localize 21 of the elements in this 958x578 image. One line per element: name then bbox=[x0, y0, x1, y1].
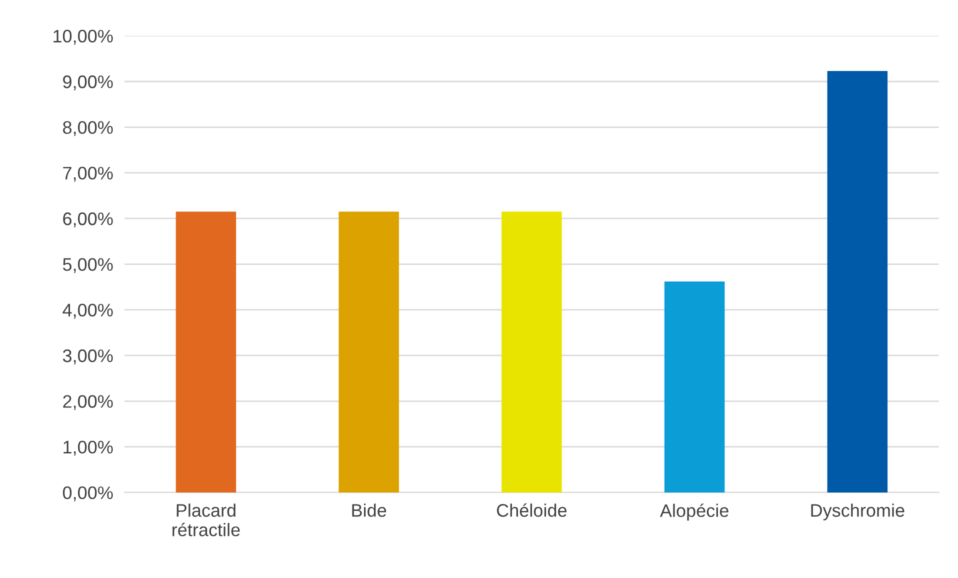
y-tick-label: 9,00% bbox=[63, 75, 113, 90]
y-tick-label: 6,00% bbox=[63, 212, 113, 228]
bar bbox=[176, 212, 236, 492]
y-tick-label: 2,00% bbox=[63, 395, 113, 410]
y-tick-label: 3,00% bbox=[62, 349, 113, 364]
x-tick-label: Placard rétractile bbox=[172, 504, 240, 536]
y-tick-label: 5,00% bbox=[62, 258, 113, 273]
x-tick-label: Dyschromie bbox=[811, 504, 904, 520]
y-tick-label: 8,00% bbox=[63, 121, 113, 136]
bar bbox=[664, 282, 725, 492]
x-tick-label: Chéloide bbox=[496, 503, 567, 517]
y-tick-label: 4,00% bbox=[62, 304, 113, 319]
y-tick-label: 7,00% bbox=[63, 166, 113, 182]
y-tick-label: 0,00% bbox=[62, 486, 113, 502]
bar bbox=[502, 212, 562, 492]
y-tick-label: 1,00% bbox=[64, 440, 113, 456]
bar bbox=[827, 70, 888, 492]
y-tick-label: 10,00% bbox=[54, 30, 113, 45]
x-tick-label: Alopécie bbox=[660, 504, 728, 521]
x-tick-label: Bide bbox=[352, 504, 386, 517]
bar bbox=[338, 212, 399, 492]
